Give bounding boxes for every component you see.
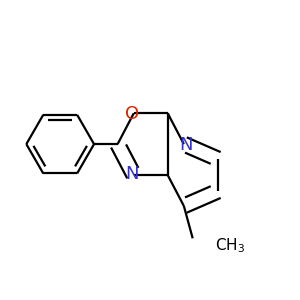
Text: N: N (126, 165, 139, 183)
Text: O: O (125, 105, 140, 123)
Text: CH$_3$: CH$_3$ (215, 236, 245, 255)
Text: N: N (179, 136, 193, 154)
